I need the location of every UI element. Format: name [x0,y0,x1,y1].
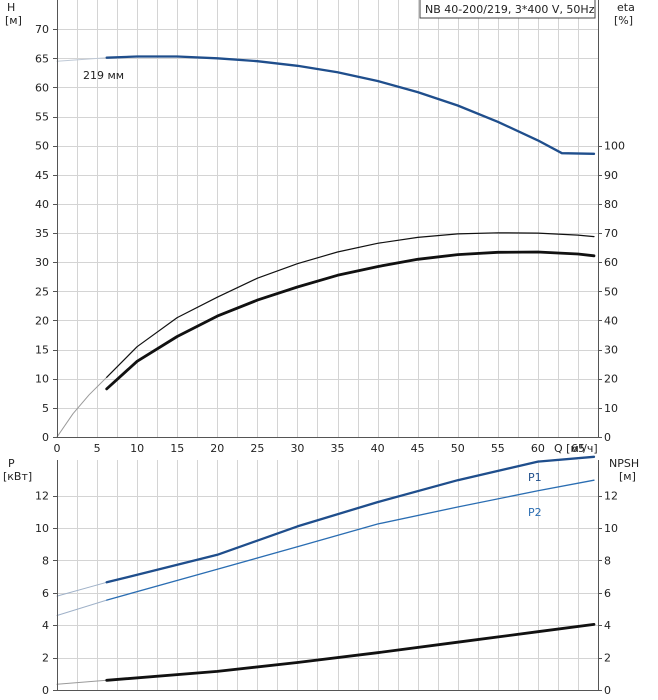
top-grid [57,0,599,438]
left-tick-label: 55 [35,111,49,124]
right-tick-label: 6 [604,587,611,600]
model-label-frame [419,0,596,19]
left-tick-label: 25 [35,285,49,298]
series-label-p2: P2 [528,506,542,519]
right-tick-label: 2 [604,652,611,665]
right-tick-label: 40 [604,314,618,327]
model-label-box: NB 40-200/219, 3*400 V, 50Hz [419,0,596,19]
left-tick-label: 0 [42,684,49,697]
left-tick-label: 40 [35,198,49,211]
x-tick-label: 25 [250,442,264,455]
x-tick-label: 30 [290,442,304,455]
npsh-axis-unit: [м] [619,470,636,483]
series-line [56,679,108,685]
left-tick-label: 5 [42,402,49,415]
eta-axis-title: eta [617,1,635,14]
x-tick-label: 35 [331,442,345,455]
bottom-panel: 0 2 4 6 8 10 12 0 2 4 6 8 10 12 P [кВт] NPSH [м] P1 P… [3,455,639,697]
right-tick-label: 90 [604,169,618,182]
left-tick-label: 20 [35,314,49,327]
eta-axis-unit: [%] [614,14,633,27]
series-line [105,250,596,391]
right-tick-label: 80 [604,198,618,211]
series-line [105,623,596,682]
h-axis-title: H [7,1,15,14]
left-tick-label: 10 [35,373,49,386]
x-tick-label: 65 [571,442,585,455]
left-tick-label: 2 [42,652,49,665]
impeller-diameter-label: 219 мм [83,69,124,82]
left-tick-label: 8 [42,554,49,567]
series-line [56,599,108,616]
series-label-p1: P1 [528,471,542,484]
x-tick-label: 20 [210,442,224,455]
left-tick-label: 70 [35,23,49,36]
right-tick-label: 50 [604,285,618,298]
left-tick-label: 6 [42,587,49,600]
left-tick-label: 30 [35,256,49,269]
right-tick-label: 8 [604,554,611,567]
x-axis-label: Q [м³/ч] [554,442,598,455]
bottom-axes: 0 2 4 6 8 10 12 0 2 4 6 8 10 12 [35,460,618,697]
p-axis-title: P [8,457,15,470]
left-tick-label: 4 [42,619,49,632]
left-tick-label: 65 [35,52,49,65]
right-tick-label: 70 [604,227,618,240]
x-tick-label: 60 [531,442,545,455]
right-tick-label: 10 [604,402,618,415]
series-line-p1 [105,455,596,584]
right-tick-label: 10 [604,522,618,535]
npsh-axis-title: NPSH [609,457,639,470]
left-tick-label: 50 [35,140,49,153]
top-series [56,55,596,438]
left-tick-label: 10 [35,522,49,535]
series-line [56,376,108,438]
left-tick-label: 35 [35,227,49,240]
top-panel: 0510152025303540455055606570010203040506… [5,0,635,455]
series-line-p2 [106,479,595,601]
right-tick-label: 4 [604,619,611,632]
left-tick-label: 15 [35,344,49,357]
right-tick-label: 0 [604,684,611,697]
p-axis-unit: [кВт] [3,470,32,483]
right-tick-label: 12 [604,490,618,503]
x-tick-label: 55 [491,442,505,455]
top-axes: 0510152025303540455055606570010203040506… [35,0,625,455]
right-tick-label: 20 [604,373,618,386]
left-tick-label: 12 [35,490,49,503]
right-tick-label: 100 [604,140,625,153]
bottom-series [56,455,596,685]
right-tick-label: 0 [604,431,611,444]
series-line [56,57,108,62]
x-tick-label: 10 [130,442,144,455]
x-tick-label: 0 [54,442,61,455]
left-tick-label: 0 [42,431,49,444]
x-tick-label: 5 [94,442,101,455]
h-axis-unit: [м] [5,14,22,27]
right-tick-label: 60 [604,256,618,269]
x-tick-label: 40 [371,442,385,455]
series-line [56,581,108,597]
series-line [105,55,596,155]
model-label: NB 40-200/219, 3*400 V, 50Hz [425,3,595,16]
right-tick-label: 30 [604,344,618,357]
series-line [106,232,595,378]
left-tick-label: 60 [35,81,49,94]
x-tick-label: 50 [451,442,465,455]
left-tick-label: 45 [35,169,49,182]
x-tick-label: 45 [411,442,425,455]
x-tick-label: 15 [170,442,184,455]
